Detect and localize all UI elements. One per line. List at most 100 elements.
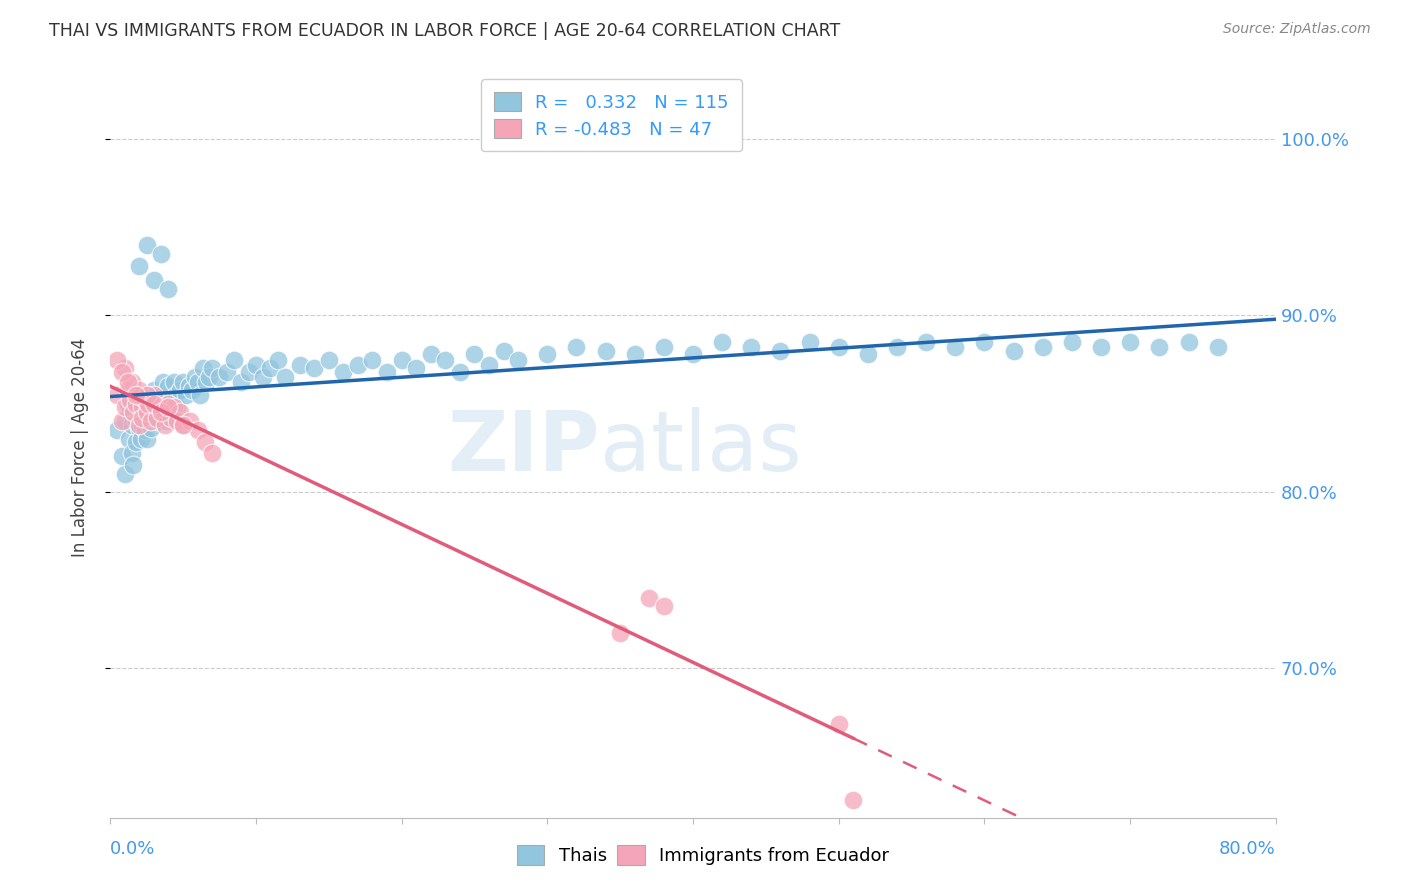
Point: [259, 361, 281, 376]
Point: [153, 405, 176, 419]
Point: [194, 435, 217, 450]
Point: [799, 334, 821, 349]
Point: [105, 388, 128, 402]
Point: [172, 376, 194, 390]
Point: [166, 414, 188, 428]
Point: [162, 405, 184, 419]
Point: [149, 393, 172, 408]
Point: [180, 383, 202, 397]
Point: [134, 393, 156, 408]
Point: [193, 361, 215, 376]
Point: [274, 370, 297, 384]
Point: [652, 599, 675, 614]
Text: THAI VS IMMIGRANTS FROM ECUADOR IN LABOR FORCE | AGE 20-64 CORRELATION CHART: THAI VS IMMIGRANTS FROM ECUADOR IN LABOR…: [49, 22, 841, 40]
Point: [1060, 334, 1083, 349]
Point: [419, 347, 441, 361]
Point: [139, 414, 162, 428]
Point: [943, 340, 966, 354]
Point: [595, 343, 617, 358]
Point: [145, 410, 167, 425]
Point: [156, 414, 179, 428]
Point: [160, 393, 183, 408]
Legend: Thais, Immigrants from Ecuador: Thais, Immigrants from Ecuador: [510, 838, 896, 872]
Point: [157, 396, 180, 410]
Point: [138, 393, 160, 408]
Point: [318, 352, 340, 367]
Point: [478, 358, 501, 372]
Point: [157, 400, 180, 414]
Point: [121, 446, 143, 460]
Point: [136, 396, 159, 410]
Point: [769, 343, 792, 358]
Point: [131, 410, 153, 425]
Y-axis label: In Labor Force | Age 20-64: In Labor Force | Age 20-64: [72, 338, 89, 558]
Point: [405, 361, 427, 376]
Point: [129, 432, 152, 446]
Point: [149, 400, 172, 414]
Point: [198, 370, 221, 384]
Point: [159, 400, 181, 414]
Point: [142, 396, 165, 410]
Point: [1032, 340, 1054, 354]
Point: [128, 417, 150, 432]
Point: [169, 383, 191, 397]
Point: [120, 393, 142, 408]
Point: [179, 414, 201, 428]
Point: [131, 400, 153, 414]
Point: [186, 376, 208, 390]
Point: [105, 352, 128, 367]
Text: Source: ZipAtlas.com: Source: ZipAtlas.com: [1223, 22, 1371, 37]
Point: [167, 414, 190, 428]
Point: [195, 376, 218, 390]
Point: [231, 376, 253, 390]
Point: [118, 432, 141, 446]
Point: [125, 435, 148, 450]
Point: [190, 388, 212, 402]
Point: [125, 414, 148, 428]
Point: [128, 393, 150, 408]
Point: [155, 393, 177, 408]
Point: [215, 365, 238, 379]
Point: [165, 388, 187, 402]
Point: [201, 446, 224, 460]
Point: [1119, 334, 1142, 349]
Point: [150, 405, 173, 419]
Point: [155, 417, 177, 432]
Text: 80.0%: 80.0%: [1219, 840, 1277, 858]
Point: [128, 259, 150, 273]
Point: [143, 400, 166, 414]
Point: [302, 361, 325, 376]
Point: [828, 717, 851, 731]
Point: [652, 340, 675, 354]
Point: [160, 410, 183, 425]
Point: [125, 396, 148, 410]
Point: [252, 370, 274, 384]
Point: [121, 376, 143, 390]
Point: [332, 365, 354, 379]
Point: [208, 370, 231, 384]
Point: [157, 379, 180, 393]
Point: [536, 347, 558, 361]
Point: [245, 358, 267, 372]
Point: [157, 282, 180, 296]
Point: [1206, 340, 1229, 354]
Point: [136, 414, 159, 428]
Point: [172, 417, 194, 432]
Point: [135, 388, 157, 402]
Point: [1002, 343, 1025, 358]
Point: [114, 467, 136, 482]
Point: [142, 388, 165, 402]
Point: [166, 400, 188, 414]
Point: [135, 238, 157, 252]
Point: [150, 400, 173, 414]
Point: [111, 365, 134, 379]
Point: [201, 361, 224, 376]
Point: [163, 400, 186, 414]
Point: [145, 388, 167, 402]
Point: [135, 401, 157, 416]
Point: [152, 405, 174, 419]
Point: [122, 458, 145, 473]
Point: [146, 414, 169, 428]
Point: [152, 376, 174, 390]
Point: [492, 343, 515, 358]
